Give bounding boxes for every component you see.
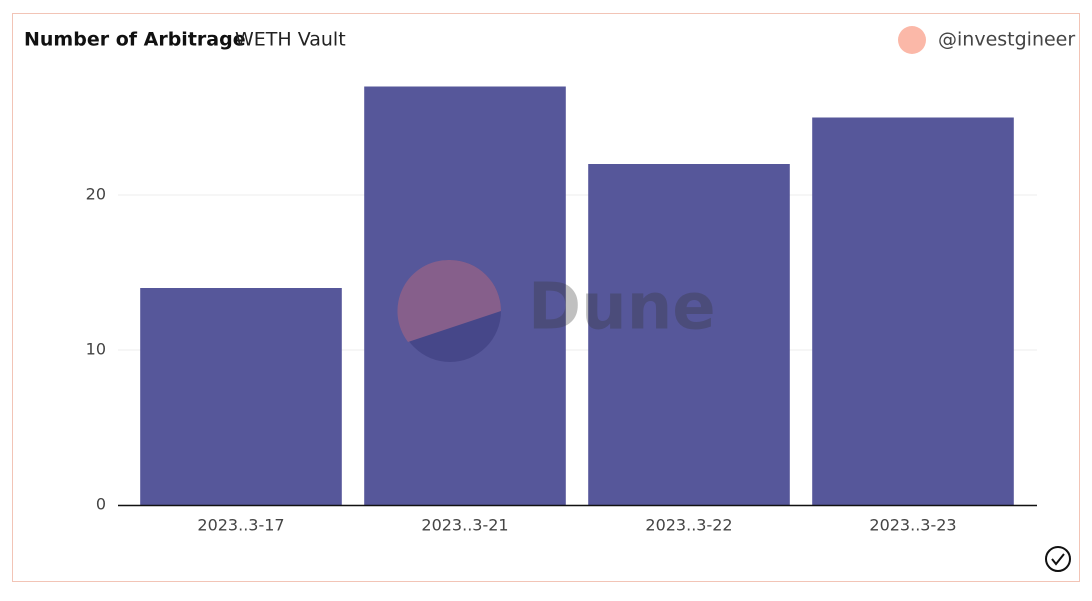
x-tick-label: 2023..3-21 bbox=[421, 516, 508, 535]
avatar[interactable] bbox=[898, 26, 926, 54]
y-tick-label: 0 bbox=[96, 495, 106, 514]
bar bbox=[140, 288, 342, 505]
chart-title: Number of Arbitrage bbox=[24, 29, 246, 51]
bar bbox=[588, 164, 790, 505]
y-tick-label: 10 bbox=[86, 340, 106, 359]
bar bbox=[812, 117, 1014, 505]
chart-subtitle: WETH Vault bbox=[235, 29, 346, 51]
bar bbox=[364, 86, 566, 505]
x-tick-label: 2023..3-22 bbox=[645, 516, 732, 535]
x-tick-label: 2023..3-17 bbox=[197, 516, 284, 535]
plot: 0 10 20 2023..3-17 2023..3-21 2023..3-22 2023.… bbox=[86, 86, 1037, 535]
watermark: Dune bbox=[528, 271, 716, 345]
y-tick-label: 20 bbox=[86, 185, 106, 204]
author[interactable]: @investgineer bbox=[938, 29, 1075, 51]
x-tick-label: 2023..3-23 bbox=[869, 516, 956, 535]
watermark-logo bbox=[397, 259, 501, 362]
check-icon[interactable] bbox=[1045, 546, 1071, 572]
